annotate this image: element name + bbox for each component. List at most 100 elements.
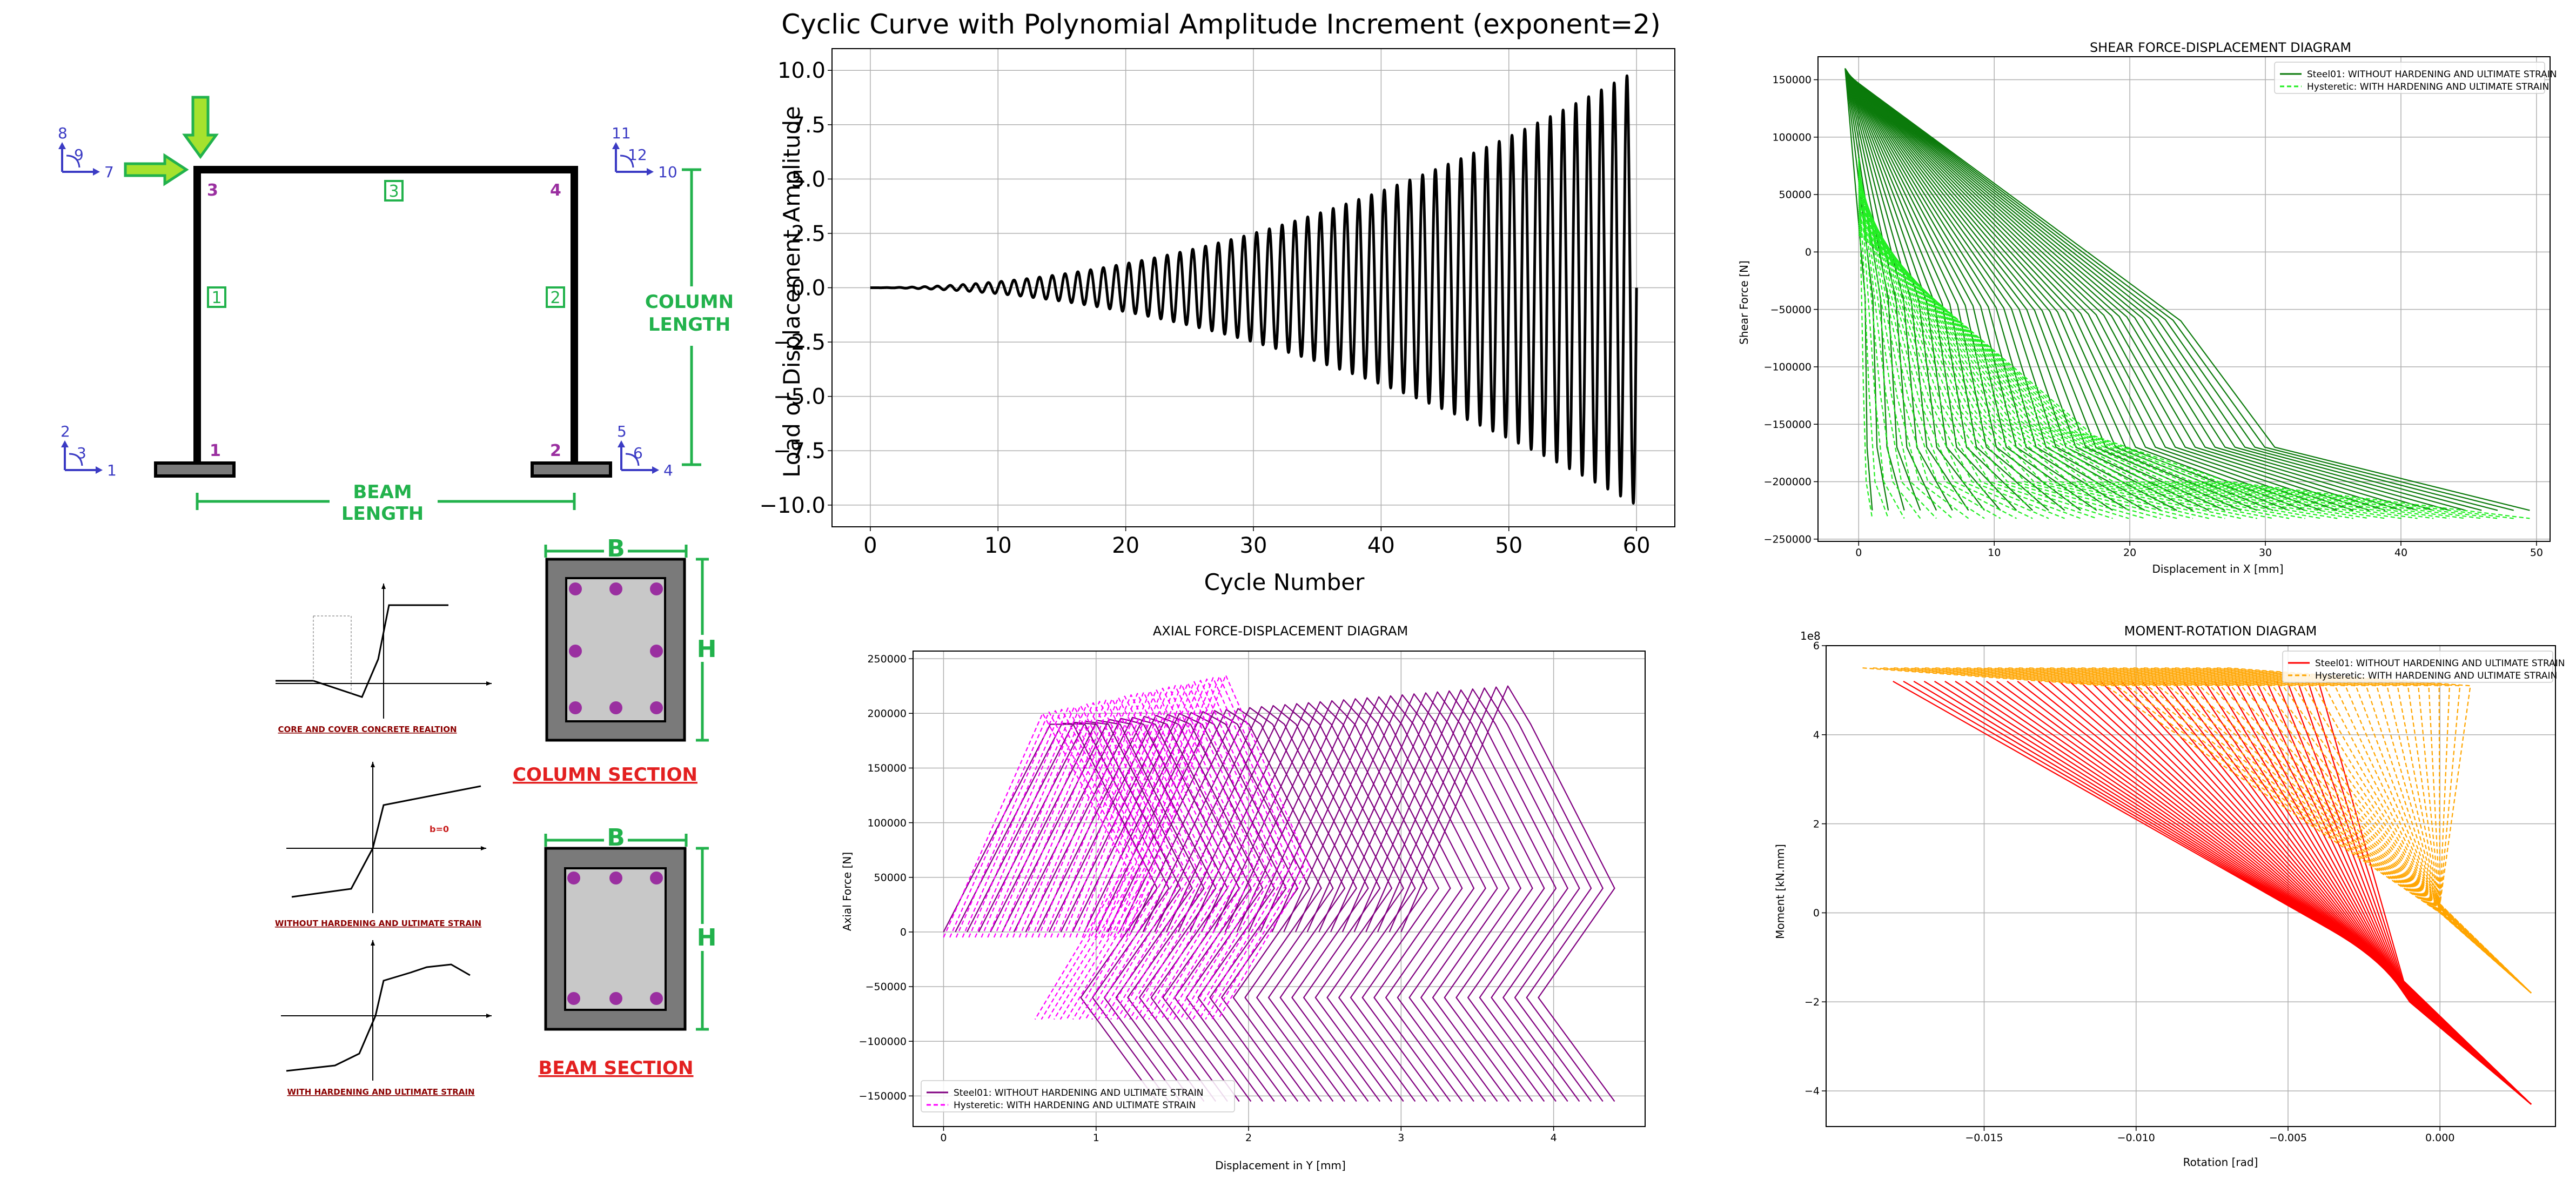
legend-label: Hysteretic: WITH HARDENING AND ULTIMATE … [954, 1100, 1196, 1111]
moment-ylabel: Moment [kN.mm] [1774, 844, 1787, 939]
y-tick-label: 150000 [867, 762, 907, 774]
axial-hysteretic-curve [1126, 674, 1311, 1020]
plot-frame [1826, 645, 2556, 1127]
axial-hysteretic-curve [1018, 696, 1203, 1020]
y-tick-label: 2 [1813, 818, 1820, 830]
axial-steel01-curve [1400, 685, 1615, 1102]
y-tick-label: −2.5 [773, 330, 826, 355]
moment-hysteretic-curve [1873, 667, 2532, 994]
dof-label-right: 1 [107, 461, 117, 479]
shear-hysteretic-curve [1858, 197, 2225, 519]
y-tick-label: −2 [1804, 996, 1820, 1008]
axial-hysteretic-curve [1113, 677, 1298, 1020]
rebar-dot [609, 582, 622, 595]
x-tick-label: 50 [1495, 533, 1522, 558]
dof-label-up: 2 [61, 423, 70, 440]
moment-hysteretic-curve [1914, 667, 2532, 994]
axial-hysteretic-curve [1050, 690, 1235, 1020]
axial-steel01-curve [1201, 702, 1416, 1102]
axial-steel01-curve [1353, 689, 1568, 1102]
column-section-core [565, 577, 666, 722]
shear-hysteretic-curve [1858, 207, 2305, 519]
axial-steel01-curve [1330, 691, 1545, 1102]
support-left [154, 461, 236, 478]
shear-steel01-curve [1849, 76, 2482, 511]
cyclic-series-line [869, 74, 1638, 505]
dof-rotation-arrow-icon [625, 453, 640, 466]
x-tick-label: 30 [1240, 533, 1267, 558]
shear-hysteretic-curve [1858, 222, 2434, 519]
x-tick-label: 10 [984, 533, 1012, 558]
shear-hysteretic-curve [1858, 166, 1969, 519]
moment-steel01-curve [2214, 681, 2532, 1105]
y-tick-label: 0 [1805, 246, 1812, 258]
cyclic-title: Cyclic Curve with Polynomial Amplitude I… [781, 9, 1660, 40]
node-label-2: 2 [550, 441, 561, 460]
shear-steel01-curve [1846, 71, 2081, 511]
shear-steel01-curve [1848, 73, 2258, 511]
rebar-dot [569, 582, 582, 595]
node-label-1: 1 [210, 441, 221, 460]
y-tick-label: −50000 [1770, 304, 1812, 316]
moment-steel01-curve [2318, 681, 2532, 1105]
dof-label-right: 7 [104, 163, 114, 181]
shear-steel01-curve [1845, 69, 1969, 511]
column-h-label: H [697, 635, 717, 663]
moment-steel01-curve [2172, 681, 2532, 1105]
dof-label-right: 4 [663, 461, 673, 479]
shear-hysteretic-curve [1858, 220, 2418, 519]
shear-hysteretic-curve [1858, 203, 2273, 519]
shear-steel01-curve [1849, 75, 2402, 511]
shear-hysteretic-curve [1858, 201, 2258, 519]
rebar-dot [650, 701, 663, 714]
dof-label-rot: 12 [628, 146, 647, 164]
moment-hysteretic-curve [2102, 667, 2532, 994]
dof-rotation-arrow-icon [66, 155, 81, 168]
rebar-dot [569, 701, 582, 714]
shear-hysteretic-curve [1858, 205, 2290, 519]
y-tick-label: −50000 [866, 981, 907, 993]
axial-hysteretic-curve [1075, 685, 1260, 1020]
dof-rotation-arrow-icon [69, 453, 83, 466]
shear-hysteretic-curve [1858, 167, 1985, 519]
element-box-1 [207, 286, 226, 308]
axial-hysteretic-curve [993, 702, 1178, 1020]
sections-panel: B H COLUMN SECTION B H BEAM SECTION [513, 535, 718, 1079]
dof-label-rot: 9 [74, 146, 84, 164]
axial-steel01-curve [1224, 700, 1439, 1102]
shear-steel01-curve [1846, 70, 2001, 511]
shear-steel01-curve [1846, 71, 2114, 511]
beam-section-title: BEAM SECTION [539, 1057, 694, 1079]
moment-steel01-curve [2307, 681, 2532, 1105]
axial-steel01-curve [1236, 699, 1451, 1102]
x-tick-label: 10 [1988, 547, 2001, 559]
axial-ylabel: Axial Force [N] [841, 852, 854, 931]
shear-steel01-curve [1847, 71, 2129, 511]
axial-steel01-curve [978, 721, 1193, 1102]
support-right [531, 461, 612, 478]
moment-steel01-curve [1944, 680, 2532, 1105]
moment-offset-text: 1e8 [1800, 629, 1821, 642]
axial-steel01-curve [1119, 709, 1334, 1102]
x-tick-label: 50 [2530, 547, 2543, 559]
shear-hysteretic-curve [1858, 162, 1937, 519]
beam-length-label-1: BEAM [353, 481, 412, 503]
vertical-load-arrow-icon [182, 96, 219, 159]
moment-title: MOMENT-ROTATION DIAGRAM [2124, 624, 2317, 639]
shear-title: SHEAR FORCE-DISPLACEMENT DIAGRAM [2090, 40, 2351, 55]
axial-xlabel: Displacement in Y [mm] [1215, 1159, 1346, 1172]
axial-steel01-curve [1130, 708, 1346, 1102]
rebar-dot [650, 992, 663, 1005]
x-tick-label: 2 [1245, 1132, 1252, 1144]
shear-steel01-curve [1845, 69, 1937, 511]
axial-hysteretic-curve [1088, 682, 1273, 1020]
shear-hysteretic-curve [1858, 211, 2338, 519]
shear-hysteretic-curve [1858, 195, 2209, 519]
moment-steel01-curve [1996, 681, 2532, 1105]
axial-hysteretic-curve [968, 707, 1153, 1020]
beam-section-core [564, 867, 667, 1011]
axial-hysteretic-curve [1069, 686, 1253, 1020]
plot-frame [913, 651, 1646, 1127]
shear-hysteretic-curve [1858, 191, 2177, 519]
x-tick-label: 20 [1112, 533, 1139, 558]
